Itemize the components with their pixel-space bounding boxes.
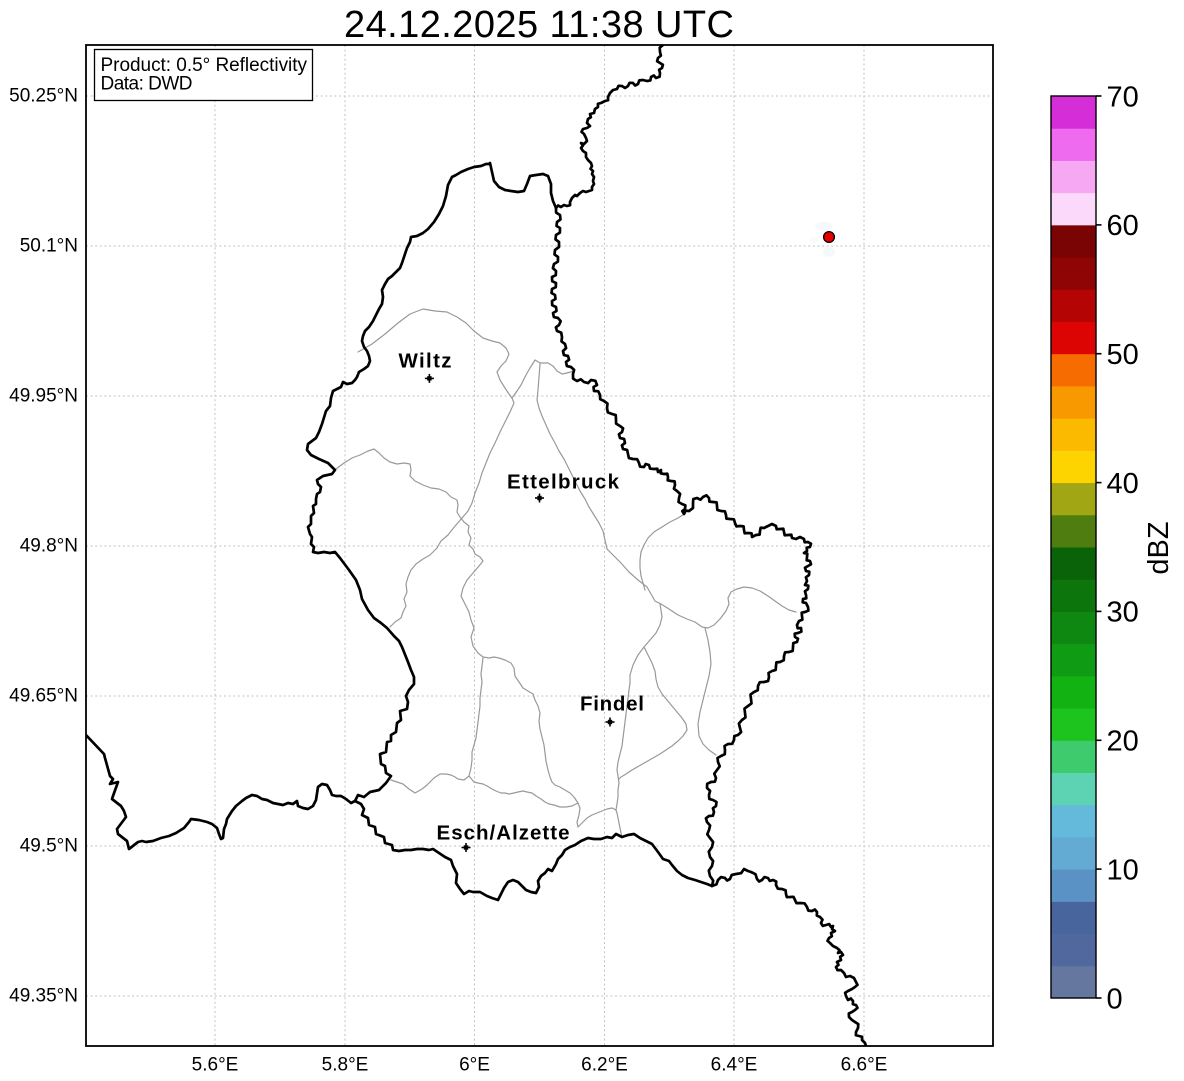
svg-text:5.8°E: 5.8°E [322, 1055, 369, 1076]
svg-text:0: 0 [1107, 983, 1123, 1015]
svg-text:30: 30 [1107, 597, 1139, 629]
svg-text:dBZ: dBZ [1143, 521, 1175, 574]
svg-text:Ettelbruck: Ettelbruck [507, 471, 620, 494]
svg-text:70: 70 [1107, 81, 1139, 113]
svg-text:49.5°N: 49.5°N [20, 836, 78, 857]
svg-text:50: 50 [1107, 339, 1139, 371]
svg-text:5.6°E: 5.6°E [192, 1055, 239, 1076]
svg-text:60: 60 [1107, 210, 1139, 242]
svg-text:49.65°N: 49.65°N [9, 686, 78, 707]
svg-text:24.12.2025 11:38 UTC: 24.12.2025 11:38 UTC [344, 4, 734, 46]
svg-text:6°E: 6°E [459, 1055, 490, 1076]
svg-text:49.35°N: 49.35°N [9, 986, 78, 1007]
svg-text:Findel: Findel [580, 693, 644, 716]
svg-text:49.8°N: 49.8°N [20, 536, 78, 557]
svg-text:Data: DWD: Data: DWD [101, 74, 193, 95]
svg-text:6.2°E: 6.2°E [581, 1055, 628, 1076]
svg-text:20: 20 [1107, 726, 1139, 758]
svg-text:Esch/Alzette: Esch/Alzette [437, 822, 570, 845]
svg-text:10: 10 [1107, 854, 1139, 886]
svg-text:50.1°N: 50.1°N [20, 236, 78, 257]
svg-text:50.25°N: 50.25°N [9, 86, 78, 107]
svg-text:Product: 0.5° Reflectivity: Product: 0.5° Reflectivity [101, 55, 308, 76]
svg-text:49.95°N: 49.95°N [9, 386, 78, 407]
svg-text:6.6°E: 6.6°E [841, 1055, 888, 1076]
svg-text:6.4°E: 6.4°E [711, 1055, 758, 1076]
svg-text:40: 40 [1107, 468, 1139, 500]
